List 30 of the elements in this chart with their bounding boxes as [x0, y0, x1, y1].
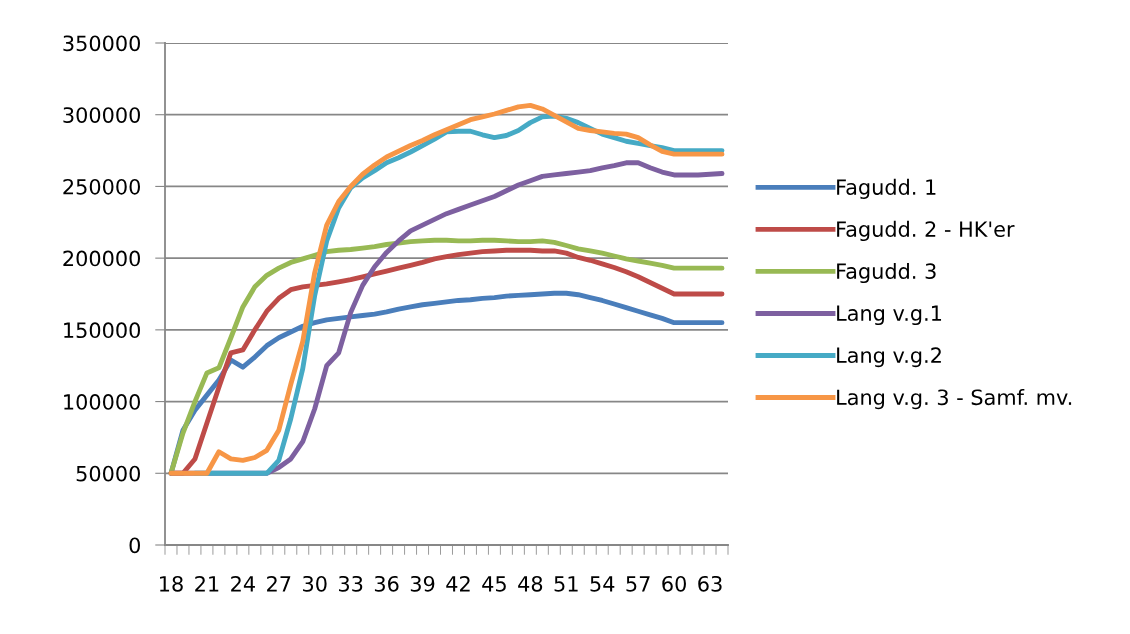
x-tick-label: 51 — [554, 576, 578, 592]
y-tick-label: 0 — [129, 537, 141, 554]
x-tick-label: 48 — [518, 575, 543, 592]
x-tick-label: 57 — [626, 576, 650, 592]
y-tick-label: 150000 — [64, 322, 140, 339]
legend-label: Lang v.g. 3 - Samf. mv. — [837, 389, 1072, 410]
y-tick-label: 300000 — [63, 107, 140, 123]
legend-label: Lang v.g.2 — [837, 347, 941, 368]
x-tick-label: 21 — [195, 575, 219, 592]
x-tick-label: 18 — [160, 575, 183, 592]
x-tick-label: 30 — [303, 575, 327, 592]
x-tick-label: 33 — [339, 575, 363, 592]
x-tick-label: 42 — [446, 575, 470, 592]
legend-label: Lang v.g.1 — [837, 305, 942, 326]
x-tick-label: 39 — [410, 575, 435, 592]
x-tick-label: 45 — [482, 576, 506, 592]
y-tick-label: 50000 — [76, 465, 140, 482]
y-tick-label: 100000 — [64, 394, 140, 410]
x-tick-label: 24 — [231, 575, 255, 592]
x-tick-label: 36 — [374, 575, 399, 592]
y-tick-label: 350000 — [63, 35, 140, 52]
x-tick-label: 54 — [590, 576, 615, 592]
legend-label: Fagudd. 2 - HK'er — [837, 220, 1015, 242]
legend-label: Fagudd. 3 — [837, 262, 936, 284]
x-tick-label: 60 — [662, 575, 686, 592]
legend-label: Fagudd. 1 — [837, 178, 936, 199]
y-tick-label: 200000 — [63, 250, 140, 267]
x-tick-label: 27 — [267, 575, 291, 592]
x-tick-label: 63 — [698, 575, 722, 592]
y-tick-label: 250000 — [63, 178, 140, 195]
